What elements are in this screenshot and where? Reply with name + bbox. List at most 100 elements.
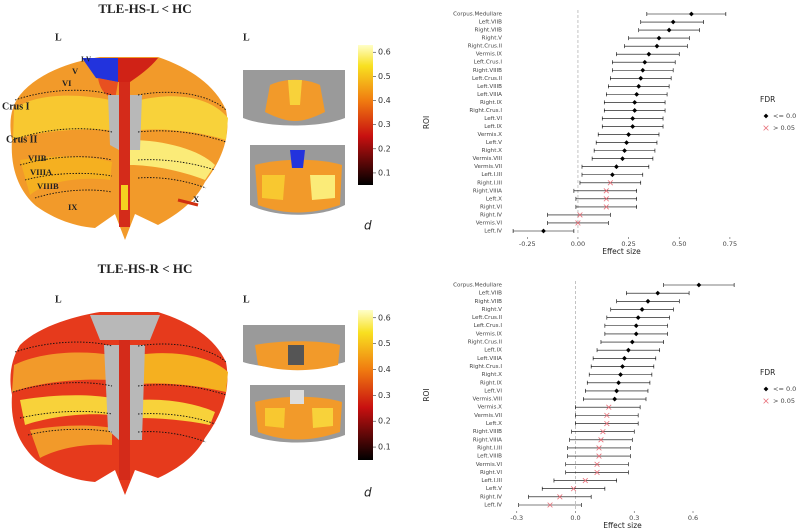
point (609, 172, 615, 178)
point (570, 486, 577, 492)
y-axis-label: ROI (422, 388, 431, 401)
y-tick-label: Right.Crus.II (468, 44, 503, 50)
panel-title: TLE-HS-L < HC (98, 1, 191, 16)
lobule-label: V (72, 66, 79, 76)
y-tick-label: Left.VIIIA (477, 356, 502, 362)
point (696, 282, 702, 288)
colorbar-tick-label: 0.4 (378, 96, 391, 105)
point (612, 396, 618, 402)
y-tick-label: Right.IV (480, 494, 502, 500)
colorbar: 0.1 0.2 0.3 0.4 0.5 0.6 d (358, 45, 391, 233)
x-tick-label: -0.3 (510, 514, 523, 522)
point (633, 331, 639, 337)
y-tick-label: Right.IV (480, 212, 502, 218)
slice-label: L (243, 294, 250, 305)
point (763, 386, 769, 392)
colorbar-label: d (364, 219, 372, 233)
point (604, 412, 610, 419)
y-tick-label: Vermis.IX (476, 331, 502, 337)
point (656, 35, 662, 41)
point (763, 125, 769, 131)
point (620, 364, 625, 369)
point (603, 188, 609, 194)
point (654, 43, 660, 49)
lobule-label: VI (62, 78, 72, 88)
y-tick-label: Vermis.IX (476, 52, 502, 58)
y-tick-label: Right.V (482, 307, 503, 313)
y-tick-label: Vermis.VI (476, 462, 503, 468)
point (596, 453, 602, 459)
flatmap (10, 312, 228, 495)
y-tick-label: Left.I.III (481, 172, 502, 178)
y-tick-label: Right.I.III (477, 180, 502, 186)
y-tick-label: Right.X (482, 148, 503, 154)
error-bar (575, 405, 641, 410)
point (642, 59, 648, 65)
point (630, 116, 636, 121)
y-tick-label: Left.VIIIB (477, 454, 502, 460)
slice (243, 70, 345, 126)
y-tick-label: Left.Crus.I (474, 60, 503, 66)
slice (250, 385, 345, 443)
x-tick-label: 0.25 (621, 240, 635, 248)
point (655, 290, 661, 296)
y-tick-label: Right.VIIIA (473, 437, 502, 443)
point (633, 323, 639, 329)
y-tick-label: Left.VIIB (479, 291, 502, 297)
legend-label: > 0.05 (773, 124, 795, 132)
lobule-label: IX (68, 202, 78, 212)
colorbar-tick-label: 0.5 (378, 72, 391, 81)
colorbar-tick-label: 0.4 (378, 365, 391, 374)
forest-plot: -0.25 0.00 0.25 0.50 0.75 Effect size ROI Corpu… (422, 10, 796, 256)
colorbar-tick-label: 0.1 (378, 443, 391, 452)
point (640, 67, 646, 73)
point (594, 461, 600, 467)
point (620, 156, 625, 162)
y-tick-label: Corpus.Medullare (453, 12, 502, 18)
lobule-label: Crus II (6, 134, 38, 145)
point (582, 477, 588, 484)
colorbar-ramp (358, 310, 373, 460)
colorbar-tick-label: 0.2 (378, 417, 391, 426)
point (618, 372, 623, 378)
y-tick-label: Corpus.Medullare (453, 283, 502, 289)
point (763, 113, 769, 119)
x-tick-label: 0.75 (723, 240, 737, 248)
y-tick-label: Right.I.III (477, 445, 502, 451)
lobule-label: VIIB (28, 153, 47, 163)
point (614, 164, 619, 170)
point (632, 100, 638, 105)
y-tick-label: Right.VIIIA (473, 188, 502, 194)
point (670, 19, 676, 25)
y-tick-label: Right.VIIB (475, 299, 503, 305)
colorbar-tick-label: 0.1 (378, 168, 391, 177)
point (594, 469, 600, 476)
y-tick-label: Right.VI (480, 204, 502, 210)
forest-plot: -0.3 0.0 0.3 0.6 Effect size ROI Corpus.Medull… (422, 281, 796, 530)
lobule-label: VIIIA (30, 167, 53, 177)
y-tick-label: Left.VIIB (479, 20, 502, 26)
y-tick-label: Left.Crus.II (472, 315, 502, 321)
point (603, 196, 609, 202)
y-tick-label: Vermis.VIII (472, 397, 502, 403)
point (632, 108, 638, 113)
colorbar-tick-label: 0.3 (378, 120, 391, 129)
point (603, 204, 609, 210)
point (689, 11, 694, 17)
y-tick-label: Right.X (482, 372, 503, 378)
y-tick-label: Left.V (486, 140, 502, 146)
point (547, 502, 553, 508)
colorbar-tick-label: 0.6 (378, 48, 391, 57)
y-tick-label: Right.V (482, 36, 503, 42)
y-tick-label: Left.IV (484, 503, 502, 509)
point (666, 27, 672, 33)
y-tick-label: Vermis.X (477, 132, 502, 138)
point (629, 339, 635, 345)
colorbar-tick-label: 0.5 (378, 339, 391, 348)
slice (243, 325, 345, 371)
flatmap-label: L (55, 294, 62, 305)
x-axis-label: Effect size (603, 521, 642, 530)
point (625, 347, 631, 353)
point (614, 388, 620, 394)
